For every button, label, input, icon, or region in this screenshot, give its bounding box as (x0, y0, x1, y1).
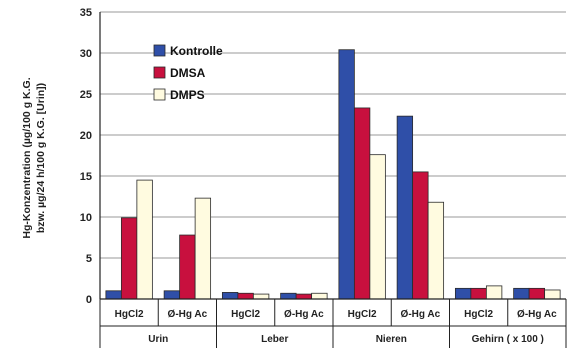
legend: Kontrolle DMSA DMPS (153, 44, 223, 102)
y-tick-label: 20 (80, 130, 92, 142)
legend-label-dmps: DMPS (170, 88, 205, 102)
gridlines (100, 11, 566, 259)
bar-dmps-0 (136, 179, 153, 300)
legend-label-dmsa: DMSA (170, 66, 206, 80)
legend-swatch-kontrolle (153, 44, 166, 57)
y-axis-title-line-1: Hg-Konzentration (µg/100 g K.G. (21, 77, 33, 238)
bar-kontrolle-5 (396, 115, 414, 300)
bar-kontrolle-7 (513, 287, 530, 300)
x-tick-label: HgCl2 (464, 309, 493, 320)
bar-dmsa-1 (179, 234, 196, 300)
group-label: Urin (148, 334, 168, 345)
bar-dmsa-4 (353, 107, 371, 300)
bar-dmsa-7 (528, 287, 546, 300)
bar-dmps-6 (485, 285, 503, 300)
x-tick-label: HgCl2 (348, 309, 377, 320)
bar-kontrolle-1 (163, 290, 181, 300)
y-tick-label: 10 (80, 212, 92, 224)
group-label: Gehirn ( x 100 ) (472, 334, 544, 345)
x-tick-label: Ø-Hg Ac (168, 309, 208, 320)
bar-dmsa-6 (470, 287, 487, 300)
y-tick-label: 15 (80, 171, 92, 183)
bars (105, 49, 561, 300)
bar-dmps-5 (427, 201, 445, 300)
bar-kontrolle-3 (280, 292, 297, 300)
bar-dmsa-3 (295, 293, 313, 300)
y-tick-label: 30 (80, 48, 92, 60)
bar-dmps-3 (311, 292, 328, 300)
bar-dmps-1 (194, 197, 212, 300)
bar-dmsa-5 (412, 171, 429, 300)
bar-kontrolle-4 (338, 49, 355, 300)
x-tick-label: Ø-Hg Ac (517, 309, 557, 320)
y-tick-label: 5 (86, 253, 92, 265)
bar-dmsa-2 (237, 292, 254, 300)
legend-label-kontrolle: Kontrolle (170, 44, 223, 58)
y-tick-label: 0 (86, 294, 92, 306)
bar-dmsa-0 (120, 217, 138, 300)
legend-swatch-dmsa (153, 66, 166, 79)
x-tick-label: Ø-Hg Ac (284, 309, 324, 320)
group-label: Nieren (376, 334, 407, 345)
bar-kontrolle-6 (454, 287, 472, 300)
bar-kontrolle-2 (221, 292, 239, 300)
bar-dmps-7 (544, 289, 561, 300)
y-tick-label: 25 (80, 89, 92, 101)
y-tick-label: 35 (80, 7, 92, 19)
x-tick-label: HgCl2 (231, 309, 260, 320)
bar-dmps-4 (369, 154, 386, 300)
axis-labels: 0 5 10 15 20 25 30 35 HgCl2 Ø-Hg Ac HgCl2 Ø-Hg Ac Hg… (21, 7, 557, 345)
y-axis-title-line-2: bzw. µg/24 h/100 g K.G. [Urin]) (35, 83, 47, 233)
bar-kontrolle-0 (105, 290, 122, 300)
axes (99, 12, 567, 348)
group-label: Leber (261, 334, 288, 345)
bar-dmps-2 (252, 293, 270, 300)
x-tick-label: Ø-Hg Ac (401, 309, 441, 320)
legend-swatch-dmps (153, 88, 166, 101)
x-tick-label: HgCl2 (115, 309, 144, 320)
